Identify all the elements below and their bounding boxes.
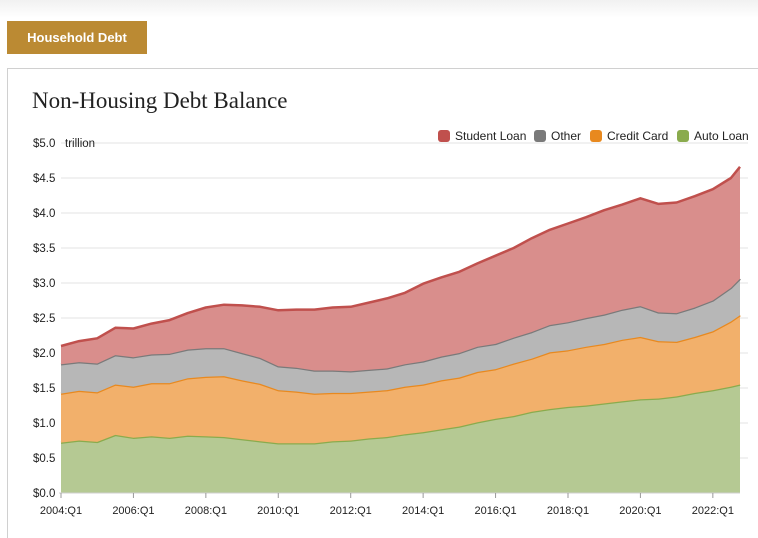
legend-item-student-loan[interactable]: Student Loan xyxy=(438,129,526,143)
y-tick-label: $2.0 xyxy=(33,348,55,360)
y-tick-label: $1.0 xyxy=(33,418,55,430)
y-tick-label: $0.0 xyxy=(33,488,55,500)
x-tick-label: 2022:Q1 xyxy=(692,505,734,517)
y-tick-label: $4.0 xyxy=(33,208,55,220)
x-tick-label: 2012:Q1 xyxy=(330,505,372,517)
y-tick-label: $3.0 xyxy=(33,278,55,290)
axes: $0.0 $0.5 $1.0 $1.5 $2.0 $2.5 $3.0 $3.5 $4.0 $4.5… xyxy=(33,138,740,517)
y-tick-label: $3.5 xyxy=(33,243,55,255)
area-auto-loan[interactable] xyxy=(61,384,740,494)
chart-title: Non-Housing Debt Balance xyxy=(32,88,288,113)
x-tick-label: 2008:Q1 xyxy=(185,505,227,517)
x-tick-label: 2010:Q1 xyxy=(257,505,299,517)
x-tick-label: 2006:Q1 xyxy=(112,505,154,517)
area-other[interactable] xyxy=(61,278,740,394)
legend-label: Student Loan xyxy=(455,129,526,143)
line-student-loan xyxy=(60,166,741,348)
y-tick-label: $2.5 xyxy=(33,313,55,325)
y-unit-label: trillion xyxy=(65,138,95,150)
area-layers xyxy=(60,166,741,494)
x-tick-label: 2018:Q1 xyxy=(547,505,589,517)
legend-label: Other xyxy=(551,129,581,143)
x-tick-label: 2016:Q1 xyxy=(474,505,516,517)
x-tick-label: 2014:Q1 xyxy=(402,505,444,517)
legend-item-auto-loan[interactable]: Auto Loan xyxy=(677,129,749,143)
legend-swatch xyxy=(677,130,689,142)
y-tick-label: $1.5 xyxy=(33,383,55,395)
legend: Student Loan Other Credit Card Auto Loan xyxy=(438,129,749,143)
y-tick-label: $5.0 xyxy=(33,138,55,150)
y-tick-label: $4.5 xyxy=(33,173,55,185)
x-tick-label: 2004:Q1 xyxy=(40,505,82,517)
legend-swatch xyxy=(438,130,450,142)
top-bar xyxy=(0,0,758,18)
legend-swatch xyxy=(590,130,602,142)
y-tick-label: $0.5 xyxy=(33,453,55,465)
x-tick-label: 2020:Q1 xyxy=(619,505,661,517)
area-credit-card[interactable] xyxy=(61,315,740,444)
legend-swatch xyxy=(534,130,546,142)
legend-label: Auto Loan xyxy=(694,129,749,143)
legend-label: Credit Card xyxy=(607,129,668,143)
legend-item-credit-card[interactable]: Credit Card xyxy=(590,129,668,143)
tab-household-debt[interactable]: Household Debt xyxy=(7,21,147,54)
legend-item-other[interactable]: Other xyxy=(534,129,581,143)
area-student-loan[interactable] xyxy=(61,166,740,372)
